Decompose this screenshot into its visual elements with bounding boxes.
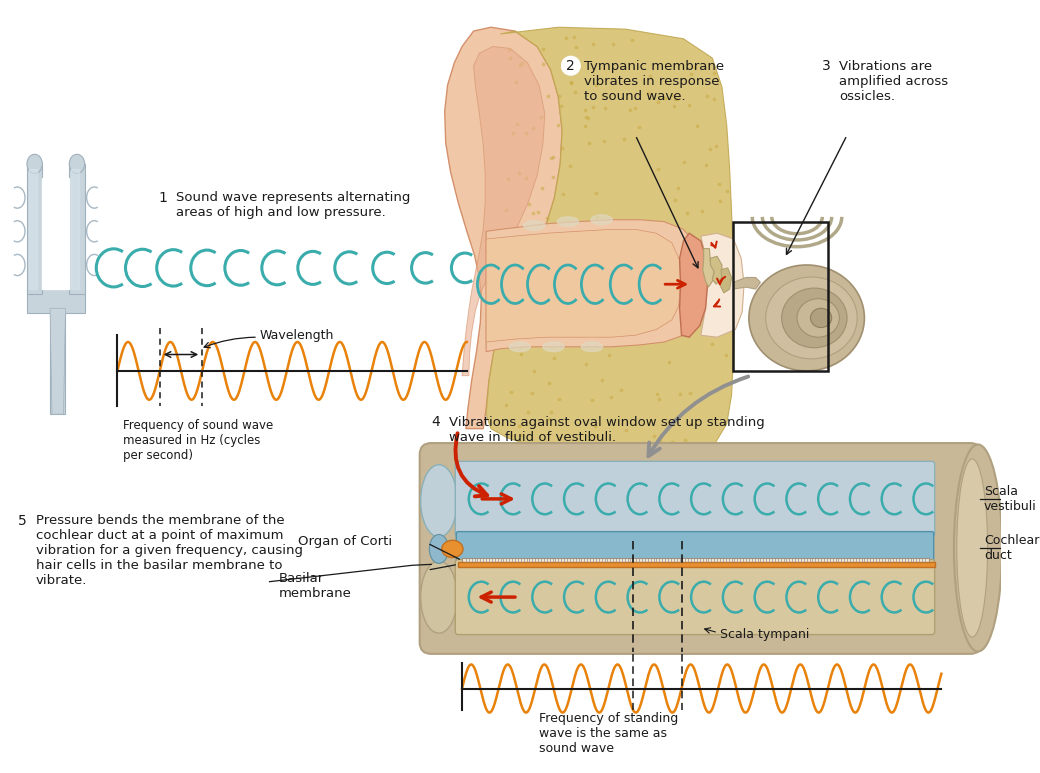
FancyBboxPatch shape	[456, 560, 935, 635]
Polygon shape	[50, 308, 66, 414]
Polygon shape	[50, 308, 66, 414]
Text: Scala tympani: Scala tympani	[720, 628, 809, 641]
Text: Wavelength: Wavelength	[260, 329, 334, 342]
Polygon shape	[486, 230, 680, 342]
Ellipse shape	[430, 534, 448, 564]
Circle shape	[816, 56, 835, 75]
Polygon shape	[733, 278, 760, 289]
Polygon shape	[703, 249, 714, 287]
Text: Frequency of standing
wave is the same as
sound wave: Frequency of standing wave is the same a…	[539, 712, 678, 754]
Circle shape	[426, 413, 445, 431]
Ellipse shape	[524, 221, 545, 230]
Polygon shape	[720, 268, 731, 293]
Text: Cochlear
duct: Cochlear duct	[984, 534, 1039, 562]
Ellipse shape	[782, 288, 847, 348]
Polygon shape	[486, 220, 699, 352]
Text: Organ of Corti: Organ of Corti	[298, 535, 392, 548]
Ellipse shape	[510, 342, 530, 352]
Polygon shape	[679, 233, 707, 337]
Text: 5: 5	[18, 513, 26, 527]
Circle shape	[562, 56, 580, 75]
Ellipse shape	[70, 155, 84, 174]
Ellipse shape	[557, 217, 578, 226]
Text: Frequency of sound wave
measured in Hz (cycles
per second): Frequency of sound wave measured in Hz (…	[123, 419, 274, 462]
Text: Tympanic membrane
vibrates in response
to sound wave.: Tympanic membrane vibrates in response t…	[584, 60, 725, 103]
Polygon shape	[710, 257, 722, 284]
Text: 3: 3	[822, 60, 830, 73]
Text: 1: 1	[158, 191, 167, 205]
Ellipse shape	[591, 215, 613, 225]
Text: Basilar
membrane: Basilar membrane	[279, 572, 352, 600]
Ellipse shape	[543, 342, 564, 352]
Ellipse shape	[420, 465, 458, 537]
Text: 4: 4	[432, 415, 440, 429]
Ellipse shape	[420, 561, 458, 633]
FancyBboxPatch shape	[420, 443, 982, 654]
Polygon shape	[701, 233, 744, 337]
Circle shape	[154, 189, 172, 206]
Ellipse shape	[581, 342, 602, 352]
FancyBboxPatch shape	[456, 461, 935, 536]
Text: Vibrations against oval window set up standing
wave in fluid of vestibuli.: Vibrations against oval window set up st…	[448, 416, 764, 444]
Text: 2: 2	[567, 60, 575, 73]
Bar	[459, 563, 935, 567]
Text: Vibrations are
amplified across
ossicles.: Vibrations are amplified across ossicles…	[839, 60, 948, 103]
Ellipse shape	[442, 540, 463, 557]
Ellipse shape	[749, 265, 864, 371]
Ellipse shape	[27, 155, 43, 174]
Polygon shape	[70, 164, 84, 294]
Polygon shape	[486, 27, 734, 462]
Polygon shape	[27, 164, 43, 294]
Polygon shape	[71, 169, 79, 289]
Ellipse shape	[954, 444, 1003, 652]
Polygon shape	[43, 179, 70, 289]
Polygon shape	[445, 27, 563, 428]
Bar	[462, 557, 929, 567]
FancyBboxPatch shape	[457, 532, 934, 564]
Polygon shape	[27, 289, 84, 313]
Ellipse shape	[765, 277, 857, 359]
Text: Scala
vestibuli: Scala vestibuli	[984, 485, 1037, 513]
Text: Sound wave represents alternating
areas of high and low pressure.: Sound wave represents alternating areas …	[176, 191, 411, 219]
Polygon shape	[462, 46, 545, 376]
Text: Pressure bends the membrane of the
cochlear duct at a point of maximum
vibration: Pressure bends the membrane of the cochl…	[35, 514, 303, 587]
Polygon shape	[29, 169, 36, 289]
Ellipse shape	[797, 298, 839, 337]
Circle shape	[12, 511, 31, 530]
Ellipse shape	[810, 308, 832, 328]
Ellipse shape	[957, 459, 988, 637]
